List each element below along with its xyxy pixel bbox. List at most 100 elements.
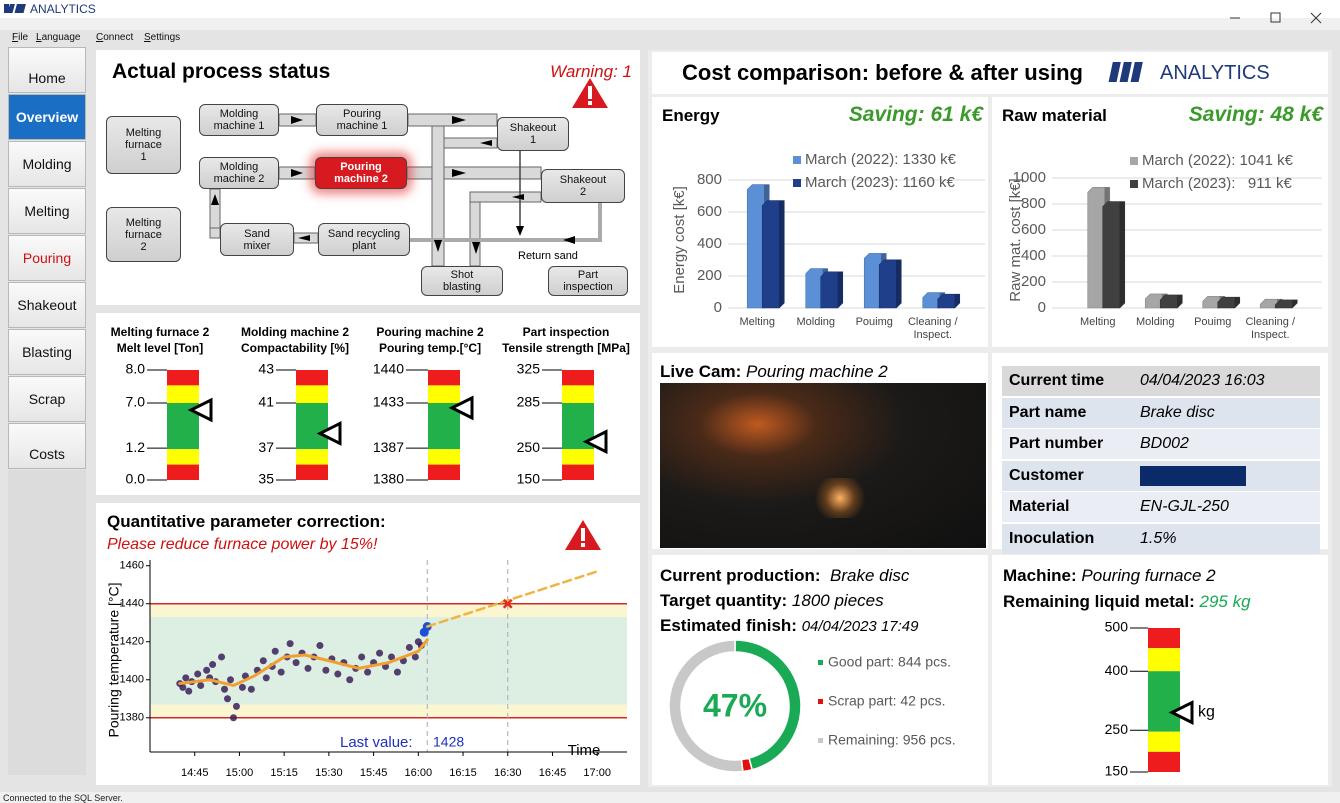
table-value: BD002 (1140, 435, 1189, 452)
table-label: Inoculation (1009, 529, 1095, 547)
status-bar (0, 792, 1340, 803)
process-node: Molding machine 2 (199, 157, 279, 189)
nav-label: Scrap (28, 391, 66, 407)
table-value: 04/04/2023 16:03 (1140, 372, 1265, 389)
livecam-source: Pouring machine 2 (745, 362, 888, 381)
production-part: Brake disc (830, 566, 910, 585)
redacted-value (1140, 465, 1246, 486)
target-label: Target quantity: (660, 591, 788, 610)
energy-saving: Saving: 61 k€ (848, 103, 983, 126)
nav-label: Home (28, 70, 66, 86)
nav-button[interactable]: Melting (8, 188, 86, 234)
process-node: Melting furnace 2 (106, 207, 181, 262)
correction-message: Please reduce furnace power by 15%! (107, 536, 378, 553)
x-tick-label: Cleaning / Inspect. (907, 316, 958, 341)
raw-saving: Saving: 48 k€ (1188, 103, 1323, 126)
nav-label: Blasting (22, 344, 72, 360)
x-tick-label: Melting (1080, 316, 1116, 328)
target-value: 1800 pieces (791, 591, 884, 610)
target-line: Target quantity: 1800 pieces (660, 591, 884, 611)
title-bar (0, 0, 1340, 18)
table-value: EN-GJL-250 (1140, 498, 1229, 515)
menu-item[interactable]: Language (36, 32, 81, 43)
finish-label: Estimated finish: (660, 616, 797, 635)
table-label: Part name (1009, 403, 1087, 421)
nav-label: Pouring (22, 250, 72, 266)
table-row (1002, 366, 1320, 396)
livecam-label: Live Cam: (660, 362, 742, 381)
menu-item[interactable]: Connect (96, 32, 134, 43)
finish-value: 04/04/2023 17:49 (801, 618, 919, 635)
nav-button[interactable]: Shakeout (8, 282, 86, 328)
nav-button[interactable]: Pouring (8, 235, 86, 281)
metal-label: Remaining liquid metal: (1003, 592, 1195, 611)
x-tick-label: Molding (1135, 316, 1175, 328)
process-node: Sand recycling plant (318, 223, 410, 256)
machine-label: Machine: (1003, 566, 1077, 585)
process-node: Pouring machine 1 (316, 104, 408, 136)
production-title: Current production: (660, 566, 821, 585)
process-node: Sand mixer (220, 223, 294, 256)
x-tick-label: Pouimg (855, 316, 893, 328)
table-value: Brake disc (1140, 403, 1215, 421)
raw-title: Raw material (1002, 106, 1107, 125)
table-value: 1.5% (1140, 529, 1177, 547)
metal-value: 295 kg (1199, 592, 1251, 611)
correction-title: Quantitative parameter correction: (107, 512, 386, 531)
livecam-heading: Live Cam: Pouring machine 2 (660, 362, 888, 382)
x-tick-label: Pouimg (1194, 316, 1232, 328)
nav-label: Overview (15, 109, 79, 125)
production-line: Current production: Brake disc (660, 566, 909, 586)
process-node: Pouring machine 2 (315, 157, 407, 189)
table-row (1002, 492, 1320, 522)
nav-button[interactable]: Home (8, 47, 86, 93)
sparks (810, 478, 870, 518)
return-label: Return sand (518, 250, 578, 262)
nav-label: Molding (22, 156, 72, 172)
machine-name: Pouring furnace 2 (1081, 566, 1216, 585)
gauge-panel (96, 313, 640, 495)
app-name: ANALYTICS (30, 2, 96, 16)
process-node: Shakeout 2 (541, 169, 625, 203)
nav-button[interactable]: Scrap (8, 376, 86, 422)
machine-line: Machine: Pouring furnace 2 (1003, 566, 1216, 586)
nav-label: Shakeout (17, 297, 77, 313)
x-tick-label: Melting (739, 316, 775, 328)
status-text: Connected to the SQL Server. (3, 793, 123, 803)
warning-label: Warning: 1 (550, 62, 632, 81)
process-node: Melting furnace 1 (106, 116, 181, 174)
raw-panel (992, 97, 1328, 347)
menu-item[interactable]: Settings (144, 32, 181, 43)
table-label: Material (1009, 498, 1070, 515)
machine-panel (992, 555, 1328, 785)
cost-logo: ANALYTICS (1160, 62, 1270, 84)
nav-button[interactable]: Costs (8, 423, 86, 469)
menu-item[interactable]: File (12, 32, 29, 43)
nav-filler (8, 470, 86, 775)
process-node: Shot blasting (421, 266, 503, 296)
x-tick-label: Cleaning / Inspect. (1245, 316, 1296, 341)
production-panel (652, 555, 988, 785)
process-node: Molding machine 1 (199, 104, 279, 136)
energy-panel (652, 97, 988, 347)
finish-line: Estimated finish: 04/04/2023 17:49 (660, 616, 918, 636)
nav-label: Costs (29, 446, 65, 462)
nav-button[interactable]: Molding (8, 141, 86, 187)
x-tick-label: Molding (796, 316, 836, 328)
metal-line: Remaining liquid metal: 295 kg (1003, 592, 1251, 612)
camera-image (660, 383, 986, 548)
nav-button[interactable]: Overview (8, 94, 86, 140)
table-row (1002, 397, 1320, 428)
table-row (1002, 429, 1320, 459)
nav-button[interactable]: Blasting (8, 329, 86, 375)
process-node: Part inspection (548, 266, 628, 296)
process-title: Actual process status (112, 60, 331, 83)
table-label: Current time (1009, 372, 1105, 389)
cost-title: Cost comparison: before & after using (682, 60, 1083, 85)
table-label: Part number (1009, 435, 1104, 452)
energy-title: Energy (662, 106, 720, 125)
table-label: Customer (1009, 466, 1084, 484)
nav-label: Melting (24, 203, 70, 219)
cost-header (652, 52, 1328, 94)
